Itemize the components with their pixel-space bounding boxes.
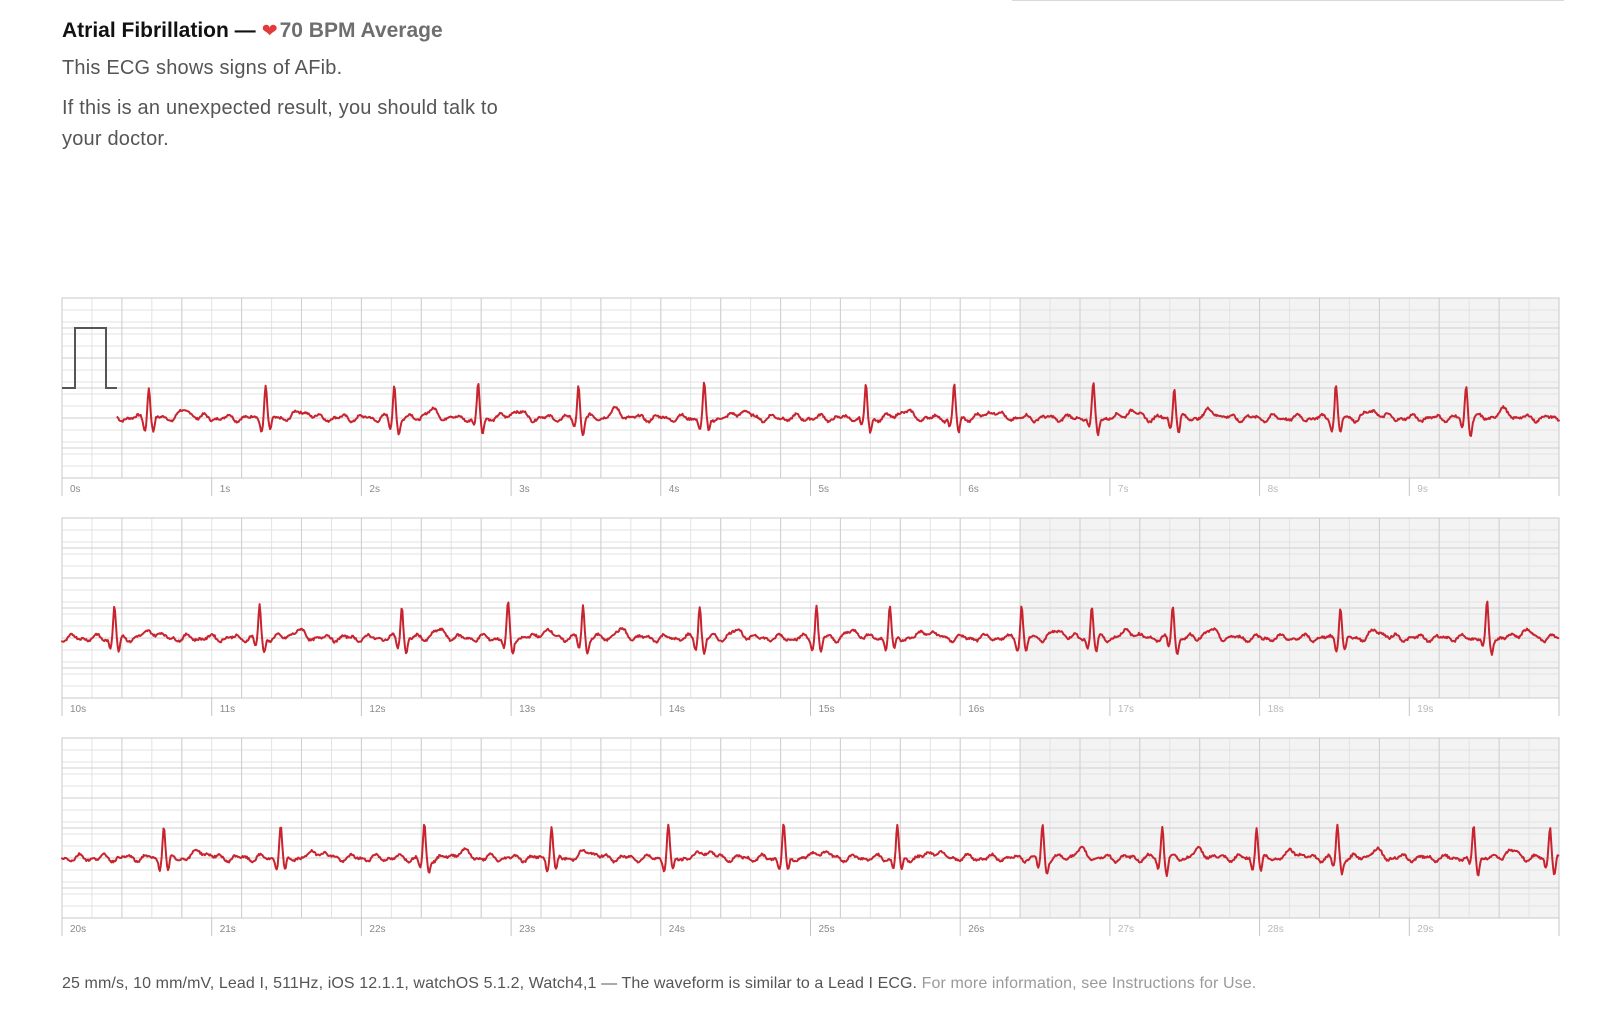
ecg-trace [116, 381, 1560, 437]
second-tick-label: 21s [220, 924, 236, 935]
top-divider [1012, 0, 1564, 1]
second-tick-label: 24s [669, 924, 685, 935]
second-tick-label: 6s [968, 484, 979, 495]
average-bpm: 70 BPM Average [279, 19, 443, 42]
second-tick-label: 22s [369, 924, 385, 935]
second-tick-label: 19s [1417, 704, 1433, 715]
second-tick-label: 23s [519, 924, 535, 935]
second-tick-label: 3s [519, 484, 530, 495]
ecg-strip-3: 20s 21s 22s 23s 24s 25s 26s 27s 28s 29s [61, 737, 1560, 936]
second-tick-label: 18s [1268, 704, 1284, 715]
second-tick-label: 4s [669, 484, 680, 495]
calibration-pulse [62, 327, 117, 389]
second-tick-label: 17s [1118, 704, 1134, 715]
second-tick-label: 2s [369, 484, 380, 495]
second-tick-label: 29s [1417, 924, 1433, 935]
second-tick-label: 27s [1118, 924, 1134, 935]
second-tick-label: 1s [220, 484, 231, 495]
second-tick-label: 15s [819, 704, 835, 715]
ecg-trace [61, 600, 1560, 656]
second-tick-label: 25s [819, 924, 835, 935]
result-advice: If this is an unexpected result, you sho… [62, 97, 499, 150]
second-tick-label: 16s [968, 704, 984, 715]
second-tick-label: 5s [819, 484, 830, 495]
second-tick-label: 8s [1268, 484, 1279, 495]
second-tick-label: 0s [70, 484, 81, 495]
result-title: Atrial Fibrillation — ❤70 BPM Average [62, 18, 662, 45]
ecg-trace [61, 823, 1560, 878]
result-classification: Atrial Fibrillation — [62, 19, 256, 42]
ecg-strip-1: 0s 1s 2s 3s 4s 5s 6s 7s 8s 9s [61, 297, 1560, 496]
ecg-strip-2: 10s 11s 12s 13s 14s 15s 16s 17s 18s 19s [61, 517, 1560, 716]
ecg-waveform-chart: 0s 1s 2s 3s 4s 5s 6s 7s 8s 9s 10s 11s 12s 13s 14s 15s 16… [61, 297, 1560, 936]
heart-icon: ❤ [261, 21, 278, 42]
second-tick-label: 9s [1417, 484, 1428, 495]
second-tick-label: 28s [1268, 924, 1284, 935]
ecg-summary: Atrial Fibrillation — ❤70 BPM Average Thi… [62, 18, 662, 155]
second-tick-label: 13s [519, 704, 535, 715]
second-tick-label: 7s [1118, 484, 1129, 495]
recording-specs: 25 mm/s, 10 mm/mV, Lead I, 511Hz, iOS 12… [62, 975, 918, 992]
second-tick-label: 14s [669, 704, 685, 715]
second-tick-label: 20s [70, 924, 86, 935]
second-tick-label: 12s [369, 704, 385, 715]
result-description: This ECG shows signs of AFib. [62, 57, 343, 79]
second-tick-label: 10s [70, 704, 86, 715]
instructions-link[interactable]: For more information, see Instructions f… [921, 975, 1257, 992]
second-tick-label: 26s [968, 924, 984, 935]
second-tick-label: 11s [220, 704, 235, 715]
footer-note: 25 mm/s, 10 mm/mV, Lead I, 511Hz, iOS 12… [62, 975, 1256, 993]
